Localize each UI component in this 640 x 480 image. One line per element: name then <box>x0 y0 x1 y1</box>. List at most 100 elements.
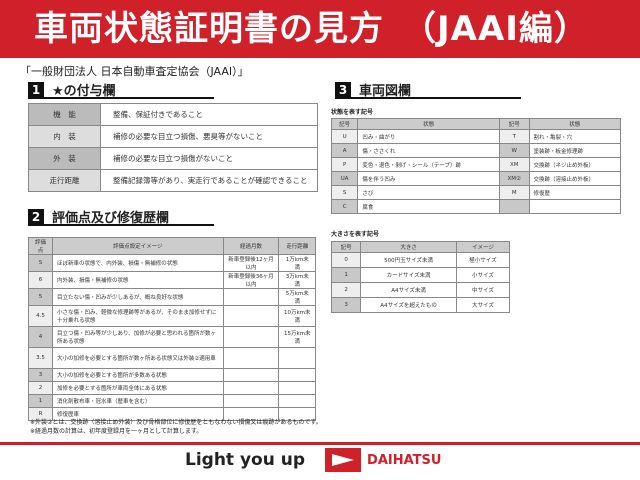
table-row: 2 A4サイズ未満 中サイズ <box>330 282 511 298</box>
section-title: 評価点及び修復歴欄 <box>52 211 170 226</box>
table-cell: XM② <box>498 171 530 186</box>
table-cell: 2 <box>330 282 362 298</box>
table-cell: 極小サイズ <box>455 252 511 268</box>
table-cell: 5万km未満 <box>278 288 316 306</box>
column-header: イメージ <box>455 241 511 253</box>
table-cell <box>222 407 280 421</box>
table-cell: 傷・ささくれ <box>357 143 500 158</box>
table-row: P 変色・退色・剥げ・シール（テープ）跡 XM 交換跡（ネジ止め外板） <box>330 157 622 172</box>
table-row: 内 装補修の必要な目立つ損傷、悪臭等がないこと <box>28 125 318 148</box>
row-label: 内 装 <box>28 125 101 148</box>
row-label: 機 能 <box>28 103 101 126</box>
table-cell: 500円玉サイズ未満 <box>360 252 457 268</box>
table-row: A 傷・ささくれ W 塗装跡・板金修理跡 <box>330 143 622 158</box>
table-cell <box>222 368 280 382</box>
page-title: 車両状態証明書の見方 （JAAI編） <box>0 0 640 58</box>
table-cell <box>278 347 316 369</box>
section-title: 車両図欄 <box>359 84 412 99</box>
table-cell: T <box>498 129 530 144</box>
column-header: 評価点 <box>28 237 53 255</box>
table-cell: 1 <box>330 267 362 283</box>
table-cell: 傷を伴う凹み <box>357 171 500 186</box>
table-cell: 新車登録後36ヶ月以内 <box>222 271 280 289</box>
table-cell <box>278 368 316 382</box>
table-row: U 凹み・曲がり T 割れ・亀裂・穴 <box>330 129 622 144</box>
table-row: C 腐食 <box>330 199 622 214</box>
table-cell: W <box>498 143 530 158</box>
section2-header: 2 評価点及び修復歴欄 <box>28 208 214 226</box>
table-cell: UA <box>330 171 359 186</box>
divider <box>0 442 640 445</box>
table-cell <box>222 347 280 369</box>
table-cell: 交換跡（ネジ止め外板） <box>528 157 622 172</box>
table-cell: 4.5 <box>28 305 53 327</box>
table-cell: P <box>330 157 359 172</box>
table-row: 5 目立たない傷・凹みが少しあるが、概ね良好な状態 5万km未満 <box>28 288 316 306</box>
table-cell: 大サイズ <box>455 297 511 313</box>
table-cell: 交換跡（溶接止め外板） <box>528 171 622 186</box>
daihatsu-logo: DAIHATSU <box>325 448 441 472</box>
table-cell: S <box>330 185 359 200</box>
brand-name: DAIHATSU <box>367 452 442 468</box>
table-cell: A4サイズ未満 <box>360 282 457 298</box>
table-cell <box>222 288 280 306</box>
table-cell: 小サイズ <box>455 267 511 283</box>
table-cell <box>498 199 530 214</box>
table-cell: 変色・退色・剥げ・シール（テープ）跡 <box>357 157 500 172</box>
organization-label: 「一般財団法人 日本自動車査定協会（JAAI）」 <box>20 65 249 78</box>
column-header: 大きさ <box>360 241 457 253</box>
table-row: 2 加修を必要とする箇所が車両全体にある状態 <box>28 381 316 395</box>
table-row: 1 消化剤散布車・冠水車（歴車を含む） <box>28 394 316 408</box>
state-symbols-title: 状態を表す記号 <box>331 109 374 116</box>
table-cell <box>222 326 280 348</box>
column-header: 状態 <box>357 118 500 130</box>
table-row: S さび M 修復歴 <box>330 185 622 200</box>
footnotes: ※外装②とは、交換跡（溶接止め外装）及び骨格部位に修復歴をともなわない損傷又は痕… <box>30 418 322 436</box>
column-header: 状態 <box>528 118 622 130</box>
row-value: 補修の必要な目立つ損傷、悪臭等がないこと <box>100 125 318 148</box>
section1-header: 1 ★の付与欄 <box>28 81 214 99</box>
table-cell: 大小の加修を必要とする箇所が数ヶ所ある状態又は外装②適用車 <box>52 347 224 369</box>
table-cell: 6 <box>28 271 53 289</box>
table-cell: 1 <box>28 394 53 408</box>
grade-table: 評価点 評価点設定イメージ 経過月数 走行距離 S ほぼ新車の状態で、内外装、損傷・無補修… <box>28 237 316 421</box>
footnote: ※外装②とは、交換跡（溶接止め外装）及び骨格部位に修復歴をともなわない損傷又は痕… <box>30 419 322 426</box>
section-number: 2 <box>28 208 44 225</box>
table-cell: 内外装、損傷・無補修の状態 <box>52 271 224 289</box>
table-cell: XM <box>498 157 530 172</box>
table-row: 3.5 大小の加修を必要とする箇所が数ヶ所ある状態又は外装②適用車 <box>28 347 316 369</box>
table-cell: R <box>28 407 53 421</box>
slogan-logo: Light you up <box>185 450 306 470</box>
table-cell: 小さな傷・凹み、軽微な修理跡等があるが、そのまま加修せずに十分乗れる状態 <box>52 305 224 327</box>
column-header: 記号 <box>330 241 362 253</box>
table-cell: A <box>330 143 359 158</box>
table-row: 3 大小の加修を必要とする箇所が多数ある状態 <box>28 368 316 382</box>
section-number: 3 <box>335 81 351 98</box>
table-row: 4 目立つ傷・凹み等が少しあり、加修が必要と思われる箇所が数ヶ所ある状態 15万km… <box>28 326 316 348</box>
column-header: 評価点設定イメージ <box>52 237 224 255</box>
table-cell: ほぼ新車の状態で、内外装、損傷・無補修の状態 <box>52 254 224 272</box>
table-cell <box>278 407 316 421</box>
table-row: 走行距離 整備記録簿等があり、実走行であることが確認できること <box>28 169 318 192</box>
table-row: 4.5 小さな傷・凹み、軽微な修理跡等があるが、そのまま加修せずに十分乗れる状態 1… <box>28 305 316 327</box>
row-value: 整備、保証付きであること <box>100 103 318 126</box>
table-cell: U <box>330 129 359 144</box>
section-title: ★の付与欄 <box>52 84 116 99</box>
table-cell: 10万km未満 <box>278 305 316 327</box>
table-cell: 0 <box>330 252 362 268</box>
table-cell: 大小の加修を必要とする箇所が多数ある状態 <box>52 368 224 382</box>
daihatsu-mark-icon <box>325 448 362 472</box>
table-cell: 中サイズ <box>455 282 511 298</box>
table-cell: M <box>498 185 530 200</box>
row-value: 補修の必要な目立つ損傷がないこと <box>100 147 318 170</box>
state-symbols-table: 記号 状態 記号 状態 U 凹み・曲がり T 割れ・亀裂・穴 A 傷・ささくれ W 塗装跡・板金修理跡… <box>330 118 622 214</box>
column-header: 記号 <box>498 118 530 130</box>
table-cell: 15万km未満 <box>278 326 316 348</box>
table-row: 6 内外装、損傷・無補修の状態 新車登録後36ヶ月以内 3万km未満 <box>28 271 316 289</box>
table-cell <box>278 381 316 395</box>
footer: Light you up DAIHATSU <box>185 448 441 472</box>
table-cell <box>222 305 280 327</box>
table-cell: 2 <box>28 381 53 395</box>
table-cell: 割れ・亀裂・穴 <box>528 129 622 144</box>
table-cell: 修復歴 <box>528 185 622 200</box>
